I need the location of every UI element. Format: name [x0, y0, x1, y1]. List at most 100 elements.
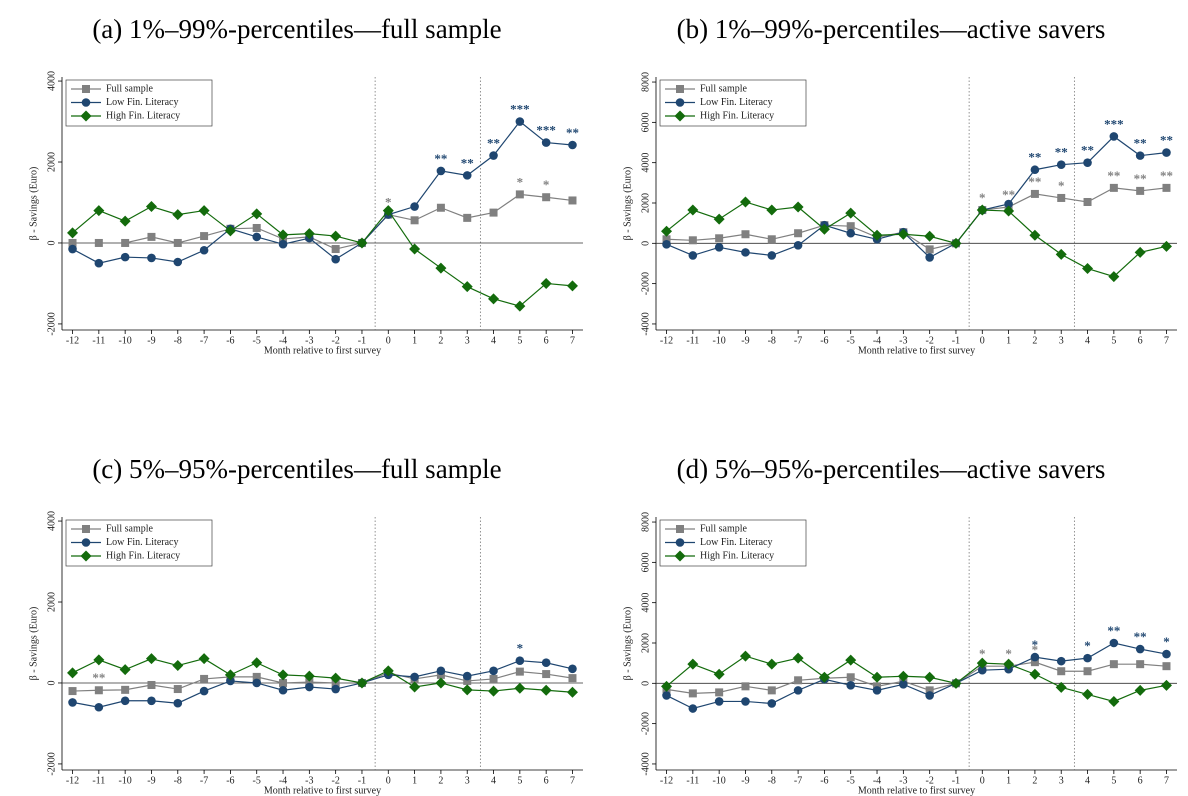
marker: [410, 216, 419, 225]
marker: [1029, 668, 1041, 680]
x-tick-label: -11: [92, 335, 105, 346]
marker: [688, 236, 697, 245]
panel-title: (b) 1%–99%-percentiles—active savers: [677, 14, 1106, 44]
marker: [462, 671, 472, 681]
significance-label: **: [1134, 171, 1147, 186]
significance-label: **: [566, 125, 579, 140]
marker: [1055, 248, 1067, 260]
marker: [741, 230, 750, 239]
marker: [198, 653, 210, 665]
x-tick-label: -10: [712, 775, 725, 786]
marker: [1083, 667, 1092, 676]
marker: [1160, 240, 1172, 252]
marker: [200, 232, 209, 241]
marker: [741, 248, 750, 257]
y-tick-label: -2000: [640, 712, 651, 735]
marker: [251, 208, 263, 220]
marker: [1135, 644, 1145, 654]
marker: [541, 658, 551, 668]
y-tick-label: 2000: [640, 633, 651, 653]
marker: [147, 696, 156, 706]
series-line: [72, 193, 573, 250]
x-tick-label: -4: [873, 335, 881, 346]
marker: [199, 245, 209, 255]
marker: [173, 257, 183, 267]
series-line: [72, 660, 573, 708]
y-axis-label: β - Savings (Euro): [622, 607, 633, 681]
marker: [662, 235, 671, 244]
marker: [1109, 638, 1119, 648]
x-tick-label: -2: [925, 775, 933, 786]
marker: [1109, 660, 1118, 669]
marker: [303, 228, 315, 240]
significance-label: *: [517, 641, 524, 656]
marker: [226, 676, 235, 686]
significance-label: ***: [510, 102, 530, 117]
marker: [278, 239, 288, 249]
marker: [871, 671, 883, 683]
marker: [303, 670, 315, 682]
marker: [741, 697, 750, 706]
x-tick-label: 1: [412, 775, 417, 786]
significance-label: **: [1107, 623, 1120, 638]
marker: [68, 244, 77, 254]
significance-label: *: [1032, 637, 1039, 652]
panel: (c) 5%–95%-percentiles—full sample -2000 0…: [28, 454, 583, 796]
marker: [489, 151, 498, 160]
x-tick-label: -3: [899, 775, 907, 786]
marker: [67, 227, 79, 239]
marker: [410, 202, 419, 211]
marker: [409, 681, 421, 693]
marker: [1162, 662, 1171, 671]
marker: [845, 654, 857, 666]
x-tick-label: 5: [517, 335, 522, 346]
marker: [977, 665, 987, 675]
legend-label: High Fin. Literacy: [700, 550, 774, 561]
marker: [1055, 681, 1067, 693]
significance-label: **: [461, 155, 474, 170]
marker: [252, 232, 262, 242]
marker: [1082, 263, 1094, 275]
marker: [514, 300, 526, 312]
marker: [410, 672, 419, 682]
marker: [436, 203, 445, 212]
y-tick-label: 0: [640, 681, 651, 686]
marker: [277, 669, 289, 681]
x-tick-label: 5: [1111, 775, 1116, 786]
series-line: [666, 201, 1167, 278]
marker: [899, 680, 908, 689]
x-tick-label: 3: [1059, 775, 1064, 786]
marker: [568, 664, 577, 674]
marker: [121, 238, 130, 247]
panel-title: (d) 5%–95%-percentiles—active savers: [677, 454, 1106, 484]
marker: [80, 550, 92, 562]
x-tick-label: -10: [118, 775, 131, 786]
marker: [925, 686, 934, 695]
y-tick-label: -2000: [46, 752, 57, 775]
x-tick-label: 1: [1006, 775, 1011, 786]
marker: [173, 685, 182, 694]
marker: [1083, 653, 1092, 663]
x-tick-label: 4: [1085, 335, 1090, 346]
marker: [661, 225, 673, 237]
y-tick-label: 4000: [640, 153, 651, 173]
marker: [94, 258, 104, 268]
marker: [1108, 695, 1120, 707]
x-tick-label: -9: [147, 775, 155, 786]
marker: [1030, 652, 1040, 662]
marker: [1109, 132, 1119, 141]
x-tick-label: -4: [279, 775, 287, 786]
marker: [1160, 679, 1172, 691]
marker: [714, 243, 724, 252]
significance-label: *: [1084, 638, 1091, 653]
significance-label: *: [543, 177, 550, 192]
marker: [794, 676, 803, 685]
marker: [1109, 183, 1118, 192]
y-tick-label: 2000: [46, 152, 57, 172]
x-tick-label: 7: [1164, 775, 1169, 786]
y-tick-label: 2000: [46, 592, 57, 612]
marker: [68, 238, 77, 247]
marker: [489, 666, 498, 676]
legend-label: High Fin. Literacy: [700, 110, 774, 121]
x-tick-label: -9: [147, 335, 155, 346]
